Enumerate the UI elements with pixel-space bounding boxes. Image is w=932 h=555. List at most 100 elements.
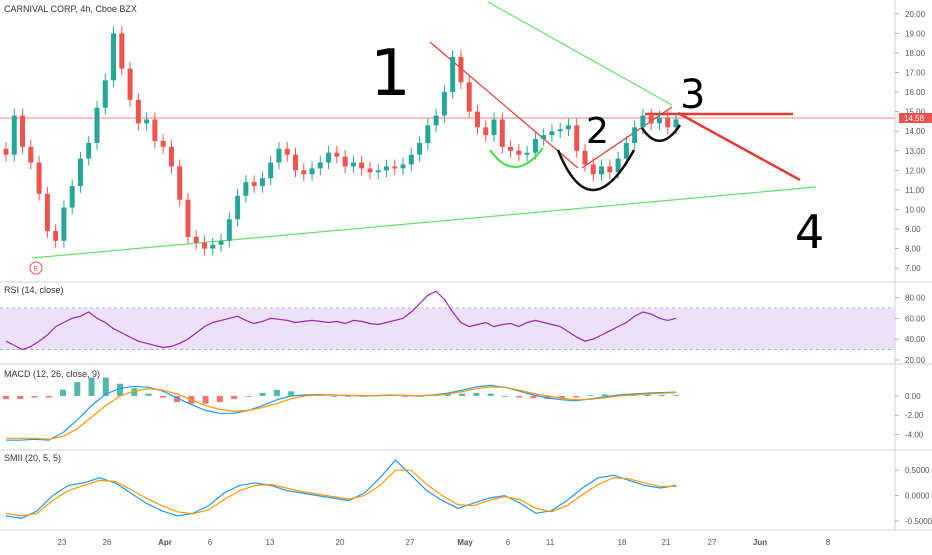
small-cup-arc[interactable] [640, 124, 682, 142]
annotation-3: 3 [680, 72, 705, 118]
smii-signal-line[interactable] [5, 469, 676, 517]
macd-histogram-bar [402, 395, 409, 397]
candle-body [102, 80, 108, 108]
macd-histogram-bar [174, 395, 181, 403]
y-tick-label: 0.5000 [905, 466, 930, 475]
resistance-trendline[interactable] [487, 1, 673, 106]
x-tick-label: Apr [158, 538, 172, 547]
candle-body [177, 166, 183, 200]
candle-body [499, 119, 505, 147]
candle-body [565, 125, 571, 130]
earnings-event-marker[interactable] [29, 261, 43, 275]
y-tick-label: 20.00 [905, 356, 926, 365]
candle-body [466, 82, 472, 112]
earnings-event-label: E [34, 266, 39, 273]
y-tick-label: 20.00 [905, 10, 926, 19]
candle-body [425, 125, 431, 143]
x-tick-label: 21 [662, 538, 671, 547]
price-trendlines [0, 1, 895, 259]
candle-body [417, 142, 423, 155]
black-cup-arc[interactable] [556, 149, 636, 192]
candle-body [483, 127, 489, 136]
candle-body [400, 164, 406, 169]
macd-histogram-bar [487, 393, 494, 396]
candle-body [61, 207, 67, 241]
macd-signal-line[interactable] [6, 386, 677, 440]
x-tick-label: 6 [506, 538, 511, 547]
candle-body [77, 158, 83, 187]
macd-histogram-bar [231, 395, 238, 400]
macd-histogram-bar [658, 394, 665, 396]
candle-body [516, 150, 522, 155]
candle-body [243, 182, 249, 196]
candle-body [433, 115, 439, 126]
candle-body [590, 164, 596, 175]
candle-body [656, 117, 662, 124]
candle-body [127, 68, 133, 100]
up-channel-line[interactable] [581, 106, 673, 169]
y-tick-label: 17.00 [905, 69, 926, 78]
smii-line[interactable] [5, 459, 677, 520]
macd-histogram-bar [587, 395, 594, 396]
candle-body [582, 150, 588, 165]
macd-histogram-bar [3, 395, 9, 400]
macd-lines [6, 384, 677, 441]
y-tick-label: 0.00 [905, 392, 921, 401]
y-tick-label: 15.00 [905, 108, 926, 117]
candle-body [111, 33, 117, 81]
macd-histogram-bar [259, 392, 266, 396]
candle-body [268, 162, 274, 179]
macd-histogram-bar [573, 395, 580, 398]
candle-body [86, 142, 92, 159]
green-cup-arc[interactable] [489, 147, 544, 168]
y-tick-label: 8.00 [905, 245, 921, 254]
candle-body [28, 146, 34, 163]
macd-histogram-bar [117, 383, 124, 396]
macd-line[interactable] [6, 384, 677, 441]
rsi-line[interactable] [5, 290, 677, 351]
y-tick-label: 18.00 [905, 49, 926, 58]
x-tick-label: 26 [103, 538, 112, 547]
y-tick-label: 7.00 [905, 264, 921, 273]
smii-lines [5, 459, 677, 520]
y-tick-label: 16.00 [905, 88, 926, 97]
last-price-label: 14.58 [904, 114, 925, 123]
price-pane-title: CARNIVAL CORP, 4h, Cboe BZX [4, 4, 137, 14]
y-tick-label: 11.00 [905, 186, 925, 195]
y-tick-label: 0.0000 [905, 492, 930, 501]
candles [3, 26, 679, 256]
candle-body [152, 119, 158, 141]
y-tick-label: 40.00 [905, 335, 926, 344]
candle-body [541, 135, 547, 140]
x-tick-label: Jun [753, 538, 767, 547]
candle-body [284, 148, 290, 155]
macd-histogram-bar [444, 394, 451, 396]
smii-axis: -0.5000 0.0000 0.5000 [895, 466, 932, 526]
date-axis: 23 26 Apr 6 13 20 27 May 6 11 18 21 27 Jun 8 [58, 538, 831, 547]
candle-body [524, 152, 530, 155]
candle-body [673, 119, 679, 128]
candle-body [648, 115, 654, 124]
rsi-lines [5, 290, 677, 351]
macd-histogram-bar [516, 395, 523, 398]
candle-body [640, 115, 646, 128]
macd-histogram-bar [131, 388, 138, 396]
candle-body [342, 156, 348, 167]
candle-body [665, 117, 671, 128]
price-pane: 1 2 3 4 E CARNIVAL CORP, 4h, Cboe BZX 7.… [0, 1, 932, 275]
candle-body [375, 170, 381, 173]
candle-body [532, 139, 538, 153]
projection-arrow-line[interactable] [677, 111, 801, 182]
candle-body [94, 107, 100, 143]
y-tick-label: -2.00 [905, 411, 924, 420]
macd-histogram-bar [88, 377, 95, 396]
macd-histogram-bar [558, 395, 565, 399]
support-trendline[interactable] [31, 186, 817, 259]
macd-histogram-bar [74, 382, 81, 396]
candle-body [301, 170, 307, 175]
x-tick-label: 20 [336, 538, 345, 547]
rsi-pane-title: RSI (14, close) [4, 285, 64, 295]
macd-histogram-bar [102, 377, 109, 396]
candle-body [202, 242, 208, 249]
candle-body [185, 199, 191, 237]
